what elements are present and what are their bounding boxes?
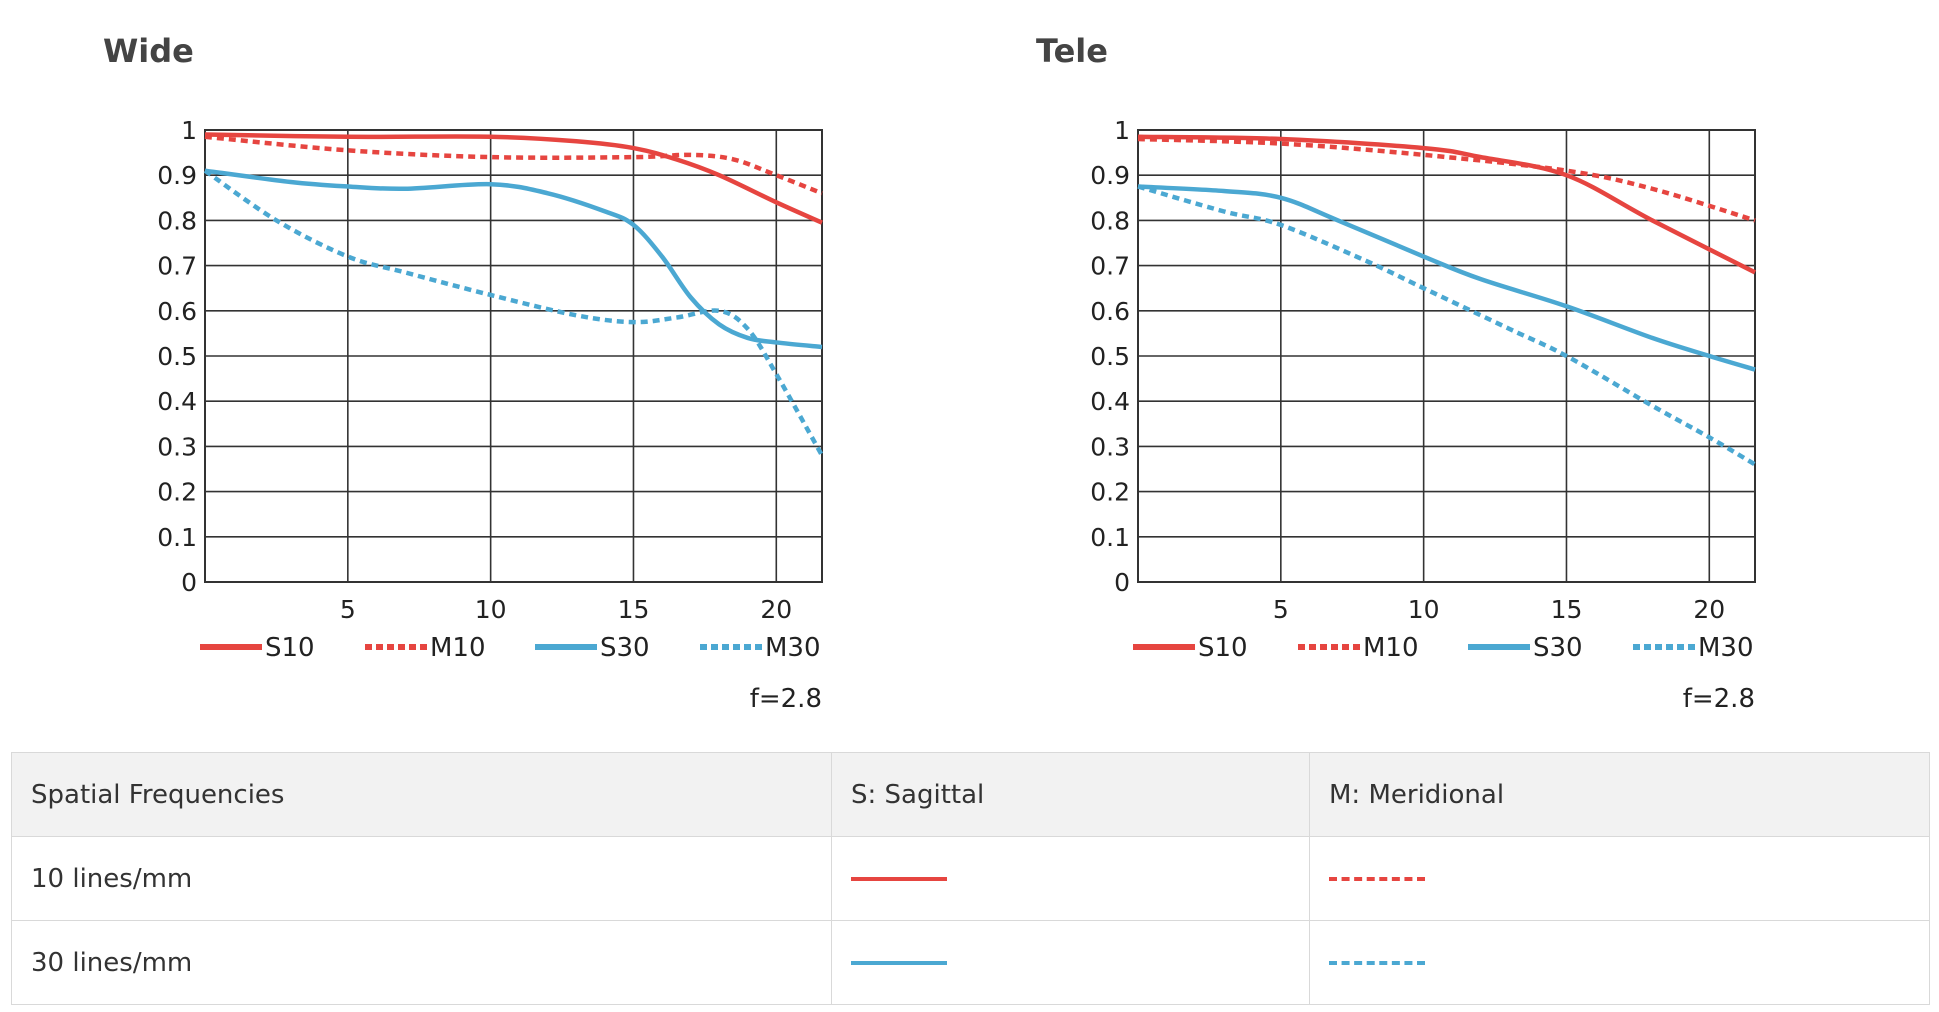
table-row: 10 lines/mm xyxy=(11,836,1930,921)
header-sagittal: S: Sagittal xyxy=(831,752,1310,837)
aperture-note: f=2.8 xyxy=(1683,684,1755,714)
y-tick-label: 0.2 xyxy=(157,478,197,507)
y-tick-label: 0.3 xyxy=(157,432,197,461)
y-tick-label: 0.9 xyxy=(157,161,197,190)
y-tick-label: 0.8 xyxy=(157,206,197,235)
solid-red-line-swatch xyxy=(851,877,947,881)
series-s10-line xyxy=(204,132,823,225)
y-tick-label: 0 xyxy=(1114,568,1130,597)
y-tick-label: 0.4 xyxy=(1090,387,1130,416)
series-m30-line xyxy=(1137,184,1757,467)
y-tick-label: 0.5 xyxy=(157,342,197,371)
legend-label-s10: S10 xyxy=(265,633,315,663)
x-tick-label: 20 xyxy=(1693,595,1725,624)
y-tick-label: 0 xyxy=(181,568,197,597)
legend-label-m10: M10 xyxy=(1363,633,1419,663)
plot-frame xyxy=(1137,129,1756,583)
dashed-blue-line-swatch xyxy=(1329,961,1425,965)
y-tick-label: 0.6 xyxy=(1090,297,1130,326)
cell-sagittal-30 xyxy=(831,920,1310,1005)
row-label-10: 10 lines/mm xyxy=(11,836,832,921)
legend-label-m30: M30 xyxy=(765,633,821,663)
x-tick-label: 15 xyxy=(1551,595,1583,624)
x-tick-label: 20 xyxy=(760,595,792,624)
y-tick-label: 0.2 xyxy=(1090,478,1130,507)
y-tick-label: 0.7 xyxy=(157,252,197,281)
solid-blue-line-swatch xyxy=(851,961,947,965)
y-tick-label: 0.6 xyxy=(157,297,197,326)
x-tick-label: 5 xyxy=(340,595,356,624)
table-row: 30 lines/mm xyxy=(11,920,1930,1005)
aperture-note: f=2.8 xyxy=(750,684,822,714)
y-tick-label: 0.3 xyxy=(1090,432,1130,461)
y-tick-label: 1 xyxy=(181,116,197,145)
row-label-30: 30 lines/mm xyxy=(11,920,832,1005)
y-tick-label: 0.1 xyxy=(157,523,197,552)
y-tick-label: 0.9 xyxy=(1090,161,1130,190)
cell-sagittal-10 xyxy=(831,836,1310,921)
cell-meridional-30 xyxy=(1309,920,1930,1005)
x-tick-label: 10 xyxy=(475,595,507,624)
legend-label-s30: S30 xyxy=(600,633,650,663)
legend-label-s10: S10 xyxy=(1198,633,1248,663)
header-spatial-frequencies: Spatial Frequencies xyxy=(11,752,832,837)
y-tick-label: 0.1 xyxy=(1090,523,1130,552)
spatial-frequency-table: Spatial Frequencies S: Sagittal M: Merid… xyxy=(11,752,1930,1005)
dashed-red-line-swatch xyxy=(1329,877,1425,881)
series-m30-line xyxy=(203,168,824,457)
y-tick-label: 1 xyxy=(1114,116,1130,145)
series-m10-line xyxy=(1137,136,1756,223)
plot-frame xyxy=(204,129,823,583)
x-tick-label: 10 xyxy=(1408,595,1440,624)
series-s10-line xyxy=(1137,134,1757,275)
x-tick-label: 5 xyxy=(1273,595,1289,624)
series-s30-line xyxy=(1137,184,1756,372)
header-meridional: M: Meridional xyxy=(1309,752,1930,837)
legend-label-m10: M10 xyxy=(430,633,486,663)
series-s30-line xyxy=(204,168,823,350)
y-tick-label: 0.4 xyxy=(157,387,197,416)
chart-title-tele: Tele xyxy=(1036,32,1108,70)
chart-title-wide: Wide xyxy=(103,32,194,70)
x-tick-label: 15 xyxy=(618,595,650,624)
y-tick-label: 0.8 xyxy=(1090,206,1130,235)
table-header-row: Spatial Frequencies S: Sagittal M: Merid… xyxy=(11,752,1930,837)
y-tick-label: 0.7 xyxy=(1090,252,1130,281)
legend-label-s30: S30 xyxy=(1533,633,1583,663)
y-tick-label: 0.5 xyxy=(1090,342,1130,371)
cell-meridional-10 xyxy=(1309,836,1930,921)
legend-label-m30: M30 xyxy=(1698,633,1754,663)
